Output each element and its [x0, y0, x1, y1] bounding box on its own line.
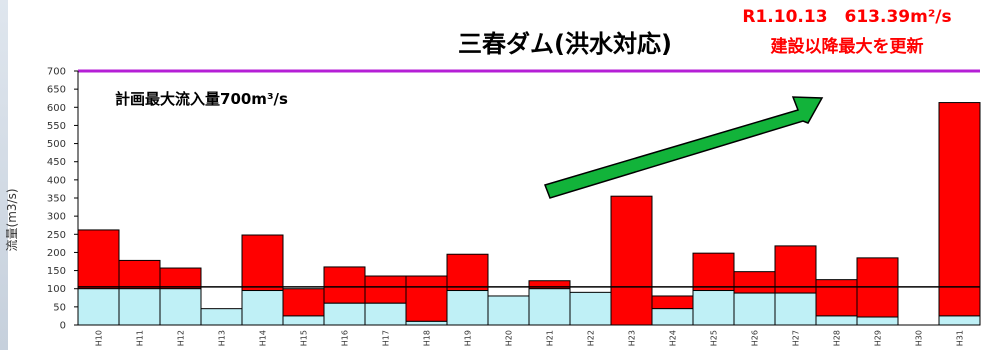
- y-tick-label-50: 50: [53, 302, 66, 313]
- x-tick-label-H26: H26: [751, 330, 760, 346]
- y-tick-label-350: 350: [47, 194, 66, 205]
- y-tick-label-250: 250: [47, 230, 66, 241]
- x-tick-label-H25: H25: [710, 330, 719, 346]
- x-tick-label-H23: H23: [628, 330, 637, 346]
- x-tick-label-H28: H28: [833, 330, 842, 346]
- x-tick-label-H18: H18: [423, 330, 432, 346]
- bar-upper-H26: [733, 271, 776, 294]
- bar-upper-H27: [774, 245, 817, 294]
- bar-lower-H12: [159, 288, 202, 326]
- bar-upper-H17: [364, 275, 407, 304]
- x-tick-label-H14: H14: [259, 330, 268, 346]
- bar-lower-H19: [446, 290, 489, 326]
- y-tick-label-400: 400: [47, 175, 66, 186]
- bar-lower-H31: [938, 315, 981, 326]
- bar-upper-H16: [323, 266, 366, 304]
- bar-lower-H29: [856, 316, 899, 326]
- bar-lower-H17: [364, 302, 407, 326]
- bar-lower-H11: [118, 288, 161, 326]
- y-tick-label-600: 600: [47, 103, 66, 114]
- bar-lower-H26: [733, 292, 776, 326]
- y-tick-label-300: 300: [47, 212, 66, 223]
- bar-upper-H14: [241, 234, 284, 292]
- x-tick-label-H21: H21: [546, 330, 555, 346]
- y-axis-label: 流量(m3/s): [5, 189, 19, 252]
- bar-lower-H20: [487, 295, 530, 326]
- x-tick-label-H11: H11: [136, 330, 145, 346]
- y-tick-label-450: 450: [47, 157, 66, 168]
- y-tick-label-100: 100: [47, 284, 66, 295]
- trend-arrow: [544, 96, 824, 199]
- bar-lower-H18: [405, 320, 448, 326]
- lines-layer: [78, 69, 980, 288]
- bars-layer: [77, 102, 981, 326]
- y-tick-label-700: 700: [47, 67, 66, 78]
- x-tick-label-H12: H12: [177, 330, 186, 346]
- bar-upper-H24: [651, 295, 694, 310]
- bar-lower-H25: [692, 290, 735, 326]
- y-tick-label-150: 150: [47, 266, 66, 277]
- left-edge-strip: [0, 0, 8, 350]
- x-tick-label-H30: H30: [915, 330, 924, 346]
- x-tick-label-H31: H31: [956, 330, 965, 346]
- x-tick-label-H13: H13: [218, 330, 227, 346]
- axes-layer: 0 50 100 150 200 250 300 350 400 450 500 550 600 650 7…: [47, 67, 980, 346]
- x-tick-label-H22: H22: [587, 330, 596, 346]
- bar-lower-H13: [200, 308, 243, 326]
- bar-lower-H22: [569, 291, 612, 326]
- bar-lower-H15: [282, 315, 325, 326]
- bar-upper-H23: [610, 195, 653, 326]
- y-tick-label-550: 550: [47, 121, 66, 132]
- x-tick-label-H29: H29: [874, 330, 883, 346]
- bar-lower-H14: [241, 290, 284, 326]
- x-tick-label-H17: H17: [382, 330, 391, 346]
- bar-lower-H27: [774, 292, 817, 326]
- bar-lower-H10: [77, 288, 120, 326]
- bar-lower-H21: [528, 288, 571, 326]
- bar-upper-H11: [118, 259, 161, 290]
- bar-upper-H19: [446, 253, 489, 292]
- x-tick-label-H15: H15: [300, 330, 309, 346]
- x-tick-label-H20: H20: [505, 330, 514, 346]
- planned-max-label: 計画最大流入量700m³/s: [115, 90, 288, 108]
- bar-upper-H10: [77, 229, 120, 290]
- bar-upper-H18: [405, 275, 448, 322]
- bar-upper-H25: [692, 252, 735, 292]
- x-tick-label-H24: H24: [669, 330, 678, 346]
- x-tick-label-H16: H16: [341, 330, 350, 346]
- y-tick-label-500: 500: [47, 139, 66, 150]
- y-tick-label-0: 0: [60, 321, 66, 332]
- y-tick-label-200: 200: [47, 248, 66, 259]
- bar-upper-H15: [282, 288, 325, 317]
- bar-upper-H31: [938, 102, 981, 317]
- highlight-line-2: 建設以降最大を更新: [771, 36, 924, 57]
- bar-lower-H24: [651, 308, 694, 326]
- bar-upper-H12: [159, 267, 202, 290]
- chart-title: 三春ダム(洪水対応): [458, 30, 672, 58]
- x-tick-label-H10: H10: [95, 330, 104, 346]
- x-tick-label-H27: H27: [792, 330, 801, 346]
- highlight-line-1: R1.10.13 613.39m²/s: [742, 7, 951, 27]
- x-tick-label-H19: H19: [464, 330, 473, 346]
- bar-lower-H16: [323, 302, 366, 326]
- y-tick-label-650: 650: [47, 85, 66, 96]
- bar-lower-H28: [815, 315, 858, 326]
- bar-upper-H28: [815, 279, 858, 317]
